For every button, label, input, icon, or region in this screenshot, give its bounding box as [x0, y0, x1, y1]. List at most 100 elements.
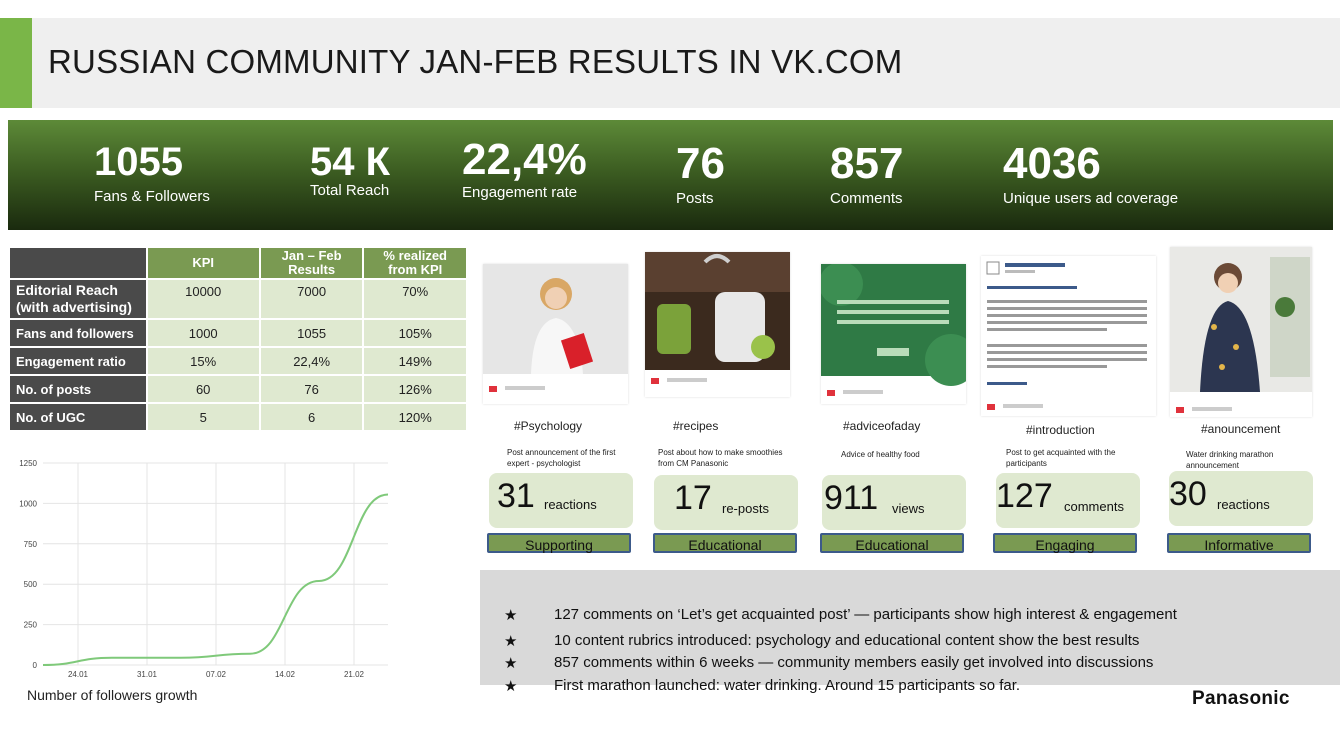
insight-text: First marathon launched: water drinking.… — [554, 677, 1021, 694]
star-icon: ★ — [504, 607, 518, 624]
stat-label: Comments — [830, 190, 903, 207]
pct-cell: 149% — [362, 346, 468, 376]
table-row: No. of UGC 5 6 120% — [8, 402, 468, 432]
result-cell: 6 — [258, 402, 365, 432]
insights-panel: ★ 127 comments on ‘Let’s get acquainted … — [480, 570, 1340, 695]
y-tick-label: 500 — [24, 580, 38, 589]
post-tag: #recipes — [673, 419, 719, 433]
post-tag: #anouncement — [1201, 422, 1281, 436]
result-cell: 7000 — [258, 278, 365, 320]
post-card-recipes[interactable] — [645, 252, 790, 397]
stat-label: Fans & Followers — [94, 188, 210, 205]
row-label: No. of posts — [8, 374, 148, 404]
stat-label: Total Reach — [310, 182, 390, 199]
post-thumbnail — [1170, 247, 1312, 413]
pct-cell: 120% — [362, 402, 468, 432]
kpi-table: KPI Jan – Feb Results % realized from KP… — [8, 246, 468, 432]
table-row: No. of posts 60 76 126% — [8, 374, 468, 404]
followers-growth-chart: 0 250 500 750 1000 1250 24.01 31.01 07.02 14.02 21… — [19, 459, 389, 679]
x-tick-label: 21.02 — [344, 670, 365, 679]
post-description: Advice of healthy food — [841, 450, 920, 459]
post-card-advice[interactable] — [819, 262, 977, 404]
result-cell: 22,4% — [258, 346, 365, 376]
y-tick-label: 1000 — [19, 499, 37, 508]
row-label: No. of UGC — [8, 402, 148, 432]
row-label: Fans and followers — [8, 318, 148, 348]
table-row: Editorial Reach (with advertising) 10000… — [8, 278, 468, 320]
kpi-cell: 5 — [145, 402, 261, 432]
insight-text: 10 content rubrics introduced: psycholog… — [554, 632, 1140, 649]
pct-cell: 70% — [362, 278, 468, 320]
post-description: Post to get acquainted with the particip… — [1006, 448, 1116, 468]
stat-value: 1055 — [94, 140, 183, 184]
post-metric: 30 reactions — [1169, 471, 1313, 526]
stat-value: 54 К — [310, 140, 391, 184]
stat-engagement: 22,4% Engagement rate — [462, 138, 587, 202]
metric-number: 911 — [824, 479, 879, 517]
series-line-followers — [42, 493, 389, 666]
metric-number: 17 — [674, 479, 712, 517]
stat-posts: 76 Posts — [676, 142, 725, 208]
metric-number: 127 — [996, 477, 1053, 515]
title-bar — [0, 18, 1340, 108]
x-tick-label: 31.01 — [137, 670, 158, 679]
stat-value: 4036 — [1003, 139, 1101, 188]
post-thumbnail — [819, 262, 977, 396]
metric-number: 31 — [497, 477, 535, 515]
post-tag: #Psychology — [514, 419, 583, 433]
kpi-cell: 15% — [145, 346, 261, 376]
row-label: Engagement ratio — [8, 346, 148, 376]
post-metric: 31 reactions — [489, 473, 633, 528]
table-corner — [8, 246, 148, 280]
y-tick-label: 1250 — [19, 459, 37, 468]
table-header-row: KPI Jan – Feb Results % realized from KP… — [8, 246, 468, 280]
metric-unit: reactions — [544, 497, 597, 512]
post-thumbnail — [645, 252, 790, 384]
chart-title: Number of followers growth — [27, 687, 198, 703]
panasonic-logo: Panasonic — [1192, 688, 1290, 709]
post-thumbnail — [981, 256, 1156, 416]
star-icon: ★ — [504, 655, 518, 672]
category-badge: Engaging — [993, 533, 1137, 553]
stat-ad-coverage: 4036 Unique users ad coverage — [1003, 142, 1178, 208]
stat-value: 22,4% — [462, 135, 587, 184]
post-tag: #adviceofaday — [843, 419, 921, 433]
column-header-results: Jan – Feb Results — [258, 246, 365, 280]
category-badge: Educational — [820, 533, 964, 553]
metric-unit: reactions — [1217, 497, 1270, 512]
y-tick-label: 250 — [24, 621, 38, 630]
post-description: Water drinking marathon announcement — [1186, 450, 1274, 470]
page-title: RUSSIAN COMMUNITY JAN-FEB RESULTS IN VK.… — [48, 43, 903, 80]
metric-number: 30 — [1169, 475, 1207, 513]
stat-fans: 1055 Fans & Followers — [94, 140, 210, 206]
result-cell: 76 — [258, 374, 365, 404]
stat-label: Posts — [676, 190, 714, 207]
post-card-anouncement[interactable] — [1170, 247, 1312, 417]
post-metric: 127 comments — [996, 473, 1140, 528]
metric-unit: comments — [1064, 499, 1124, 514]
post-card-introduction[interactable] — [981, 256, 1156, 416]
category-badge: Educational — [653, 533, 797, 553]
row-label: Editorial Reach (with advertising) — [8, 278, 148, 320]
post-card-psychology[interactable] — [483, 264, 628, 404]
kpi-cell: 10000 — [145, 278, 261, 320]
x-tick-label: 07.02 — [206, 670, 227, 679]
stat-value: 76 — [676, 139, 725, 188]
kpi-cell: 60 — [145, 374, 261, 404]
post-tag: #introduction — [1026, 423, 1095, 437]
title-accent — [0, 18, 32, 108]
post-description: Post announcement of the first expert - … — [507, 448, 616, 468]
y-tick-label: 0 — [33, 661, 38, 670]
category-badge: Informative — [1167, 533, 1311, 553]
stat-label: Unique users ad coverage — [1003, 190, 1179, 207]
column-header-pct: % realized from KPI — [362, 246, 468, 280]
result-cell: 1055 — [258, 318, 365, 348]
column-header-kpi: KPI — [145, 246, 261, 280]
stat-value: 857 — [830, 139, 904, 188]
stat-reach: 54 К Total Reach — [310, 140, 390, 200]
pct-cell: 126% — [362, 374, 468, 404]
post-description: Post about how to make smoothies from CM… — [658, 448, 783, 468]
category-badge: Supporting — [487, 533, 631, 553]
star-icon: ★ — [504, 678, 518, 695]
stat-label: Engagement rate — [462, 184, 578, 201]
